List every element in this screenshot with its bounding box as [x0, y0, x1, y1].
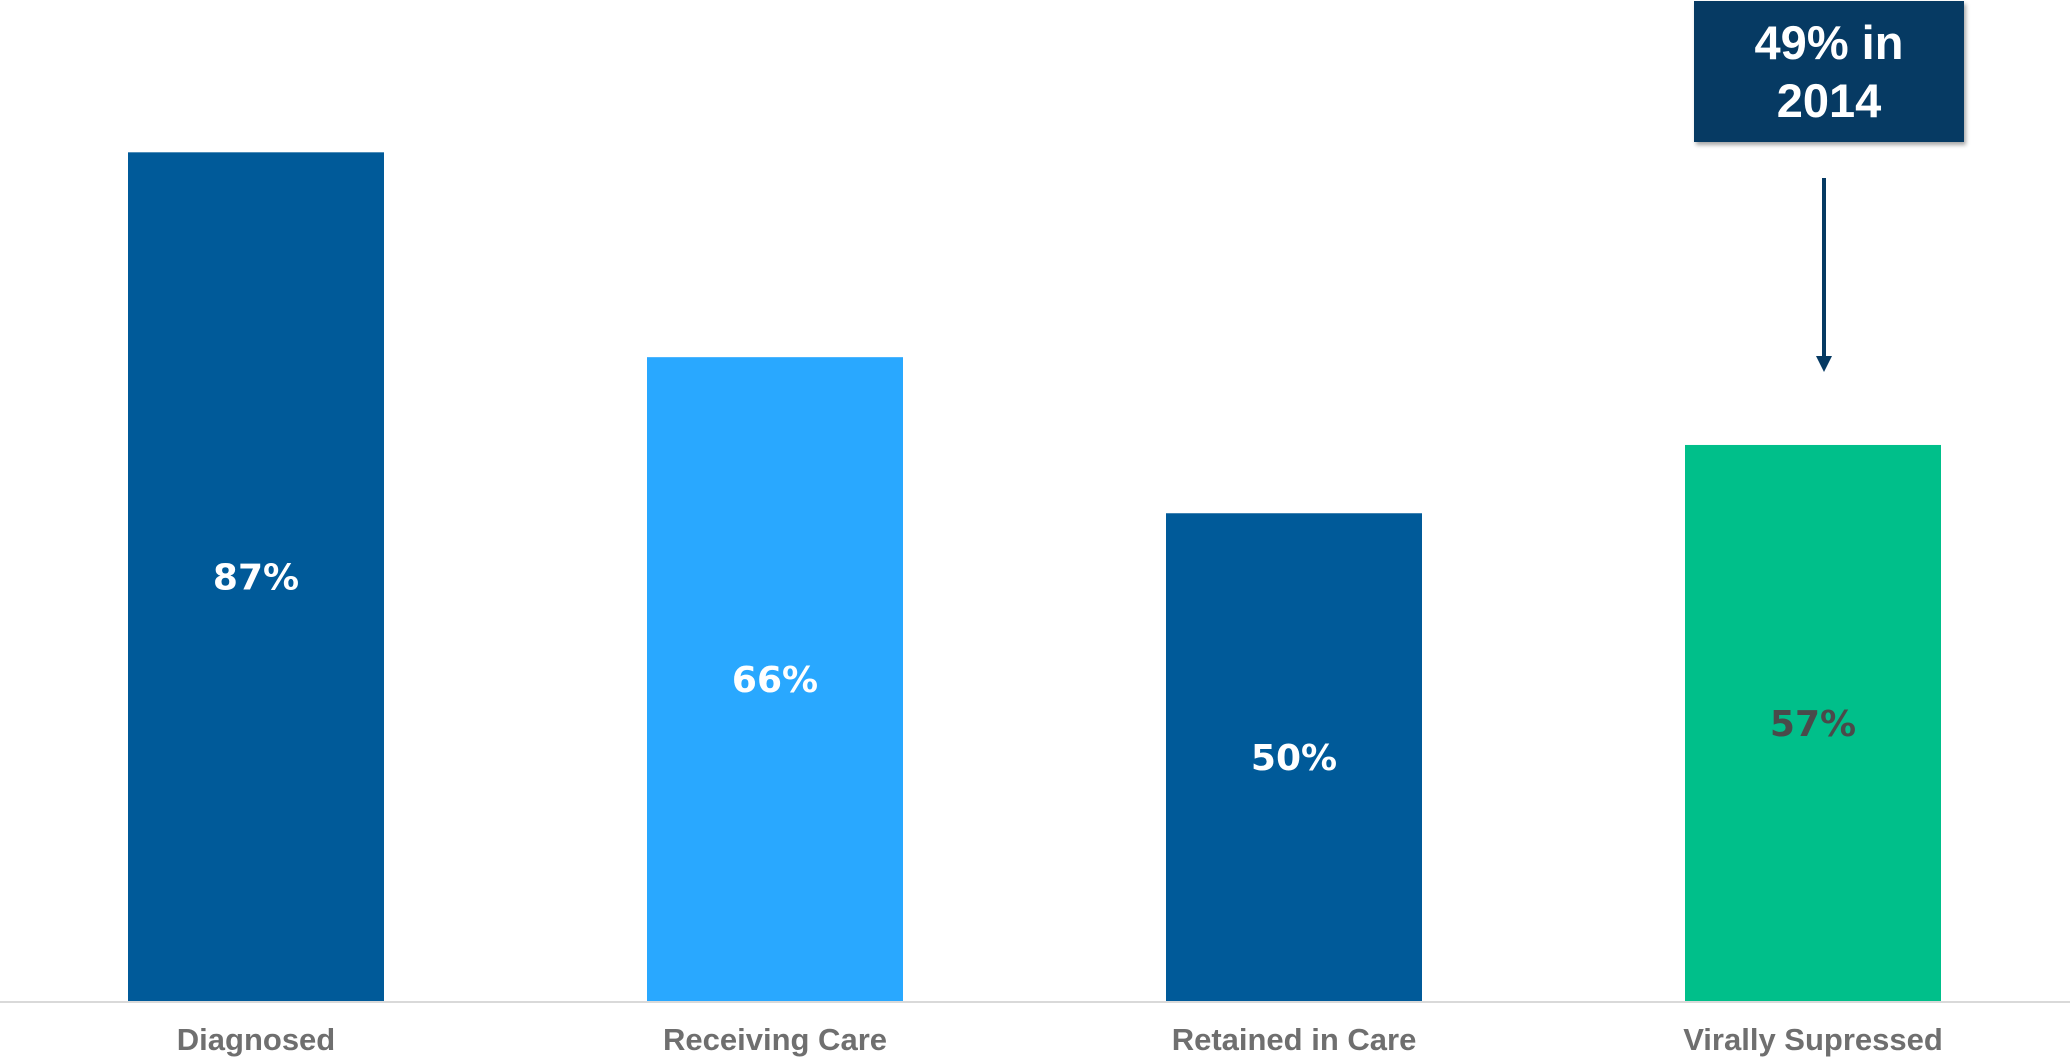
value-labels-group: 87% 66% 50% 57% [213, 558, 1856, 779]
bar-retained-in-care [1166, 513, 1422, 1001]
annotation-callout: 49% in 2014 [1694, 1, 1964, 142]
annotation-arrow [1816, 178, 1832, 372]
annotation-text: 49% in 2014 [1754, 15, 1904, 127]
category-label-virally-supressed: Virally Supressed [1683, 1022, 1943, 1057]
bars-group [128, 152, 1941, 1002]
bar-diagnosed [128, 152, 384, 1001]
value-label-receiving-care: 66% [732, 660, 818, 701]
category-label-receiving-care: Receiving Care [663, 1022, 887, 1057]
value-label-virally-supressed: 57% [1770, 704, 1856, 745]
bar-virally-supressed [1685, 444, 1941, 1002]
category-label-retained-in-care: Retained in Care [1172, 1022, 1417, 1057]
value-label-retained-in-care: 50% [1251, 738, 1337, 779]
category-labels-group: Diagnosed Receiving Care Retained in Care V… [177, 1022, 1943, 1057]
category-label-diagnosed: Diagnosed [177, 1022, 335, 1057]
bar-receiving-care [647, 357, 903, 1001]
value-label-diagnosed: 87% [213, 558, 299, 599]
